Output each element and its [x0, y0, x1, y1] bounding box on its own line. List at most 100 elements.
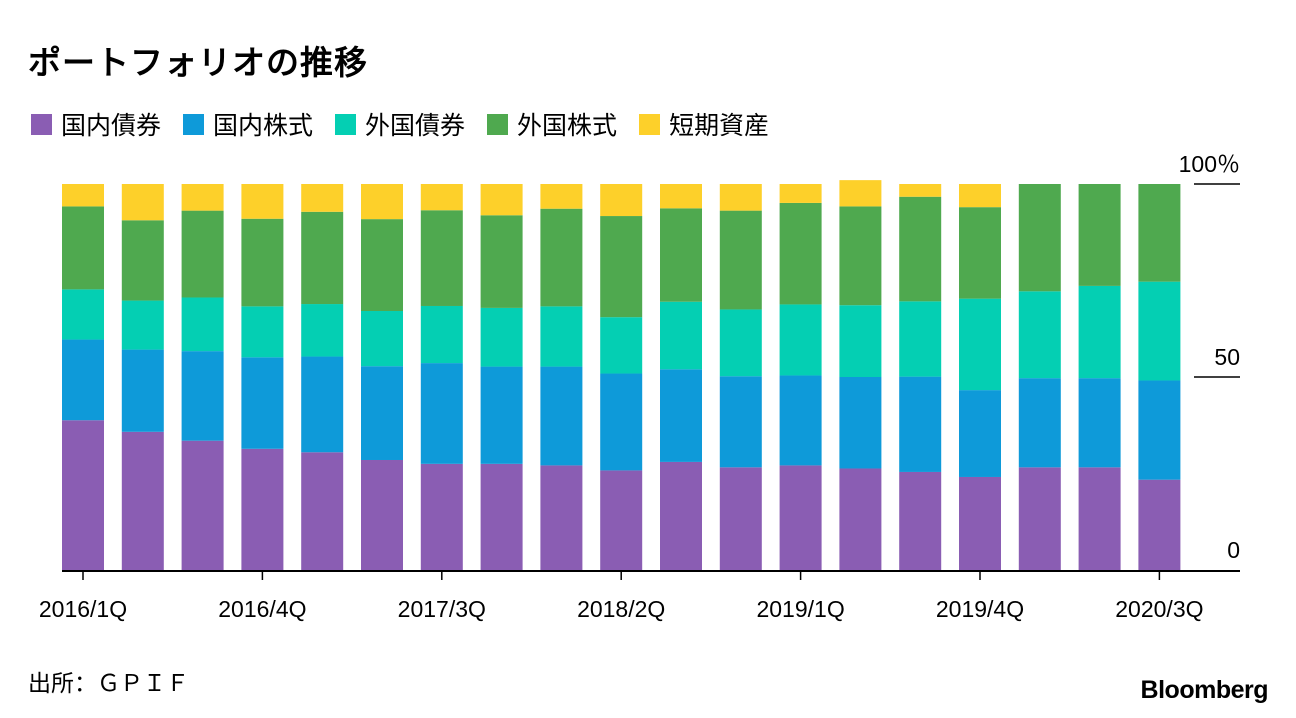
- bar-segment: [181, 351, 224, 441]
- source-note: 出所：ＧＰＩＦ: [28, 671, 189, 697]
- bar-segment: [301, 304, 344, 357]
- bar-segment: [540, 184, 583, 209]
- bar-segment: [361, 366, 403, 460]
- bar-segment: [600, 184, 643, 217]
- bar-segment: [361, 310, 403, 367]
- bar-segment: [361, 459, 403, 570]
- x-tick-label: 2017/3Q: [398, 596, 486, 622]
- bar-segment: [1018, 378, 1061, 468]
- bar-segment: [420, 184, 463, 211]
- legend-item: 短期資産: [639, 106, 769, 142]
- x-tick-label: 2016/1Q: [39, 596, 127, 622]
- legend-swatch: [487, 113, 509, 135]
- legend-item: 外国債券: [335, 106, 465, 142]
- legend-label: 短期資産: [669, 111, 770, 140]
- bar-segment: [301, 356, 344, 453]
- bar-segment: [121, 300, 164, 350]
- legend-item: 国内債券: [31, 106, 161, 142]
- bar-segment: [241, 357, 284, 449]
- y-tick-label: 50: [1214, 344, 1240, 370]
- x-tick-label: 2018/2Q: [577, 596, 665, 622]
- bar-segment: [839, 180, 882, 207]
- bar-segment: [241, 448, 284, 570]
- bloomberg-logo: Bloomberg: [1140, 676, 1269, 704]
- bar-segment: [600, 216, 643, 318]
- bar-segment: [899, 196, 942, 302]
- bar-segment: [1138, 184, 1181, 282]
- bar-segment: [1138, 479, 1181, 570]
- bar-segment: [121, 184, 164, 221]
- bar-segment: [241, 184, 284, 219]
- chart-title: ポートフォリオの推移: [28, 43, 368, 82]
- bar-segment: [600, 470, 643, 570]
- bar-segment: [779, 202, 822, 305]
- legend-item: 国内株式: [183, 106, 313, 142]
- bar-segment: [1018, 184, 1061, 292]
- bar-segment: [480, 366, 523, 464]
- bar-segment: [181, 184, 224, 211]
- bar-segment: [62, 289, 104, 340]
- legend-swatch: [335, 113, 357, 135]
- bar-segment: [420, 305, 463, 364]
- x-tick-label: 2019/1Q: [756, 596, 844, 622]
- bar-segment: [540, 366, 583, 466]
- bar-segment: [1078, 285, 1121, 379]
- bar-segment: [660, 301, 702, 370]
- bar-segment: [480, 307, 523, 367]
- bar-segment: [1078, 467, 1121, 570]
- legend-label: 国内株式: [213, 111, 314, 140]
- legend-label: 外国株式: [517, 111, 618, 140]
- bar-segment: [660, 369, 702, 462]
- legend: 国内債券 国内株式 外国債券 外国株式 短期資産: [31, 106, 791, 142]
- bar-segment: [301, 452, 344, 570]
- bar-segment: [420, 463, 463, 570]
- bar-segment: [121, 431, 164, 570]
- bar-segment: [839, 468, 882, 570]
- bar-segment: [121, 220, 164, 301]
- bar-segment: [1138, 281, 1181, 381]
- bar-segment: [959, 390, 1001, 477]
- bar-segment: [839, 206, 882, 306]
- bar-segment: [600, 373, 643, 471]
- legend-swatch: [183, 113, 205, 135]
- bar-segment: [719, 376, 762, 468]
- bar-segment: [1078, 184, 1121, 286]
- legend-label: 外国債券: [365, 111, 466, 140]
- bar-segment: [899, 471, 942, 570]
- bar-segment: [480, 215, 523, 308]
- bar-segment: [540, 465, 583, 570]
- bar-segment: [361, 219, 403, 311]
- bar-segment: [719, 309, 762, 377]
- bar-segment: [62, 206, 104, 290]
- bar-segment: [301, 211, 344, 305]
- bar-segment: [660, 184, 702, 209]
- x-tick-label: 2020/3Q: [1115, 596, 1203, 622]
- bar-segment: [62, 420, 104, 570]
- bar-segment: [181, 210, 224, 298]
- bar-segment: [839, 305, 882, 377]
- bar-segment: [899, 184, 942, 197]
- bar-segment: [779, 184, 822, 203]
- bar-segment: [1018, 291, 1061, 379]
- bar-segment: [839, 377, 882, 469]
- bar-segment: [480, 184, 523, 216]
- bar-segment: [181, 297, 224, 352]
- bar-segment: [959, 184, 1001, 208]
- bar-segment: [62, 339, 104, 421]
- bar-segment: [660, 461, 702, 570]
- bar-segment: [600, 317, 643, 374]
- bar-segment: [121, 349, 164, 432]
- bar-segment: [660, 208, 702, 302]
- legend-item: 外国株式: [487, 106, 617, 142]
- bar-segment: [959, 298, 1001, 391]
- bar-segment: [361, 184, 403, 220]
- bar-segment: [420, 363, 463, 464]
- legend-label: 国内債券: [61, 111, 162, 140]
- bar-segment: [899, 301, 942, 377]
- legend-swatch: [639, 113, 661, 135]
- y-tick-label: 100％: [1179, 151, 1240, 177]
- bar-segment: [480, 463, 523, 570]
- bar-segment: [62, 184, 104, 207]
- bar-segment: [540, 208, 583, 307]
